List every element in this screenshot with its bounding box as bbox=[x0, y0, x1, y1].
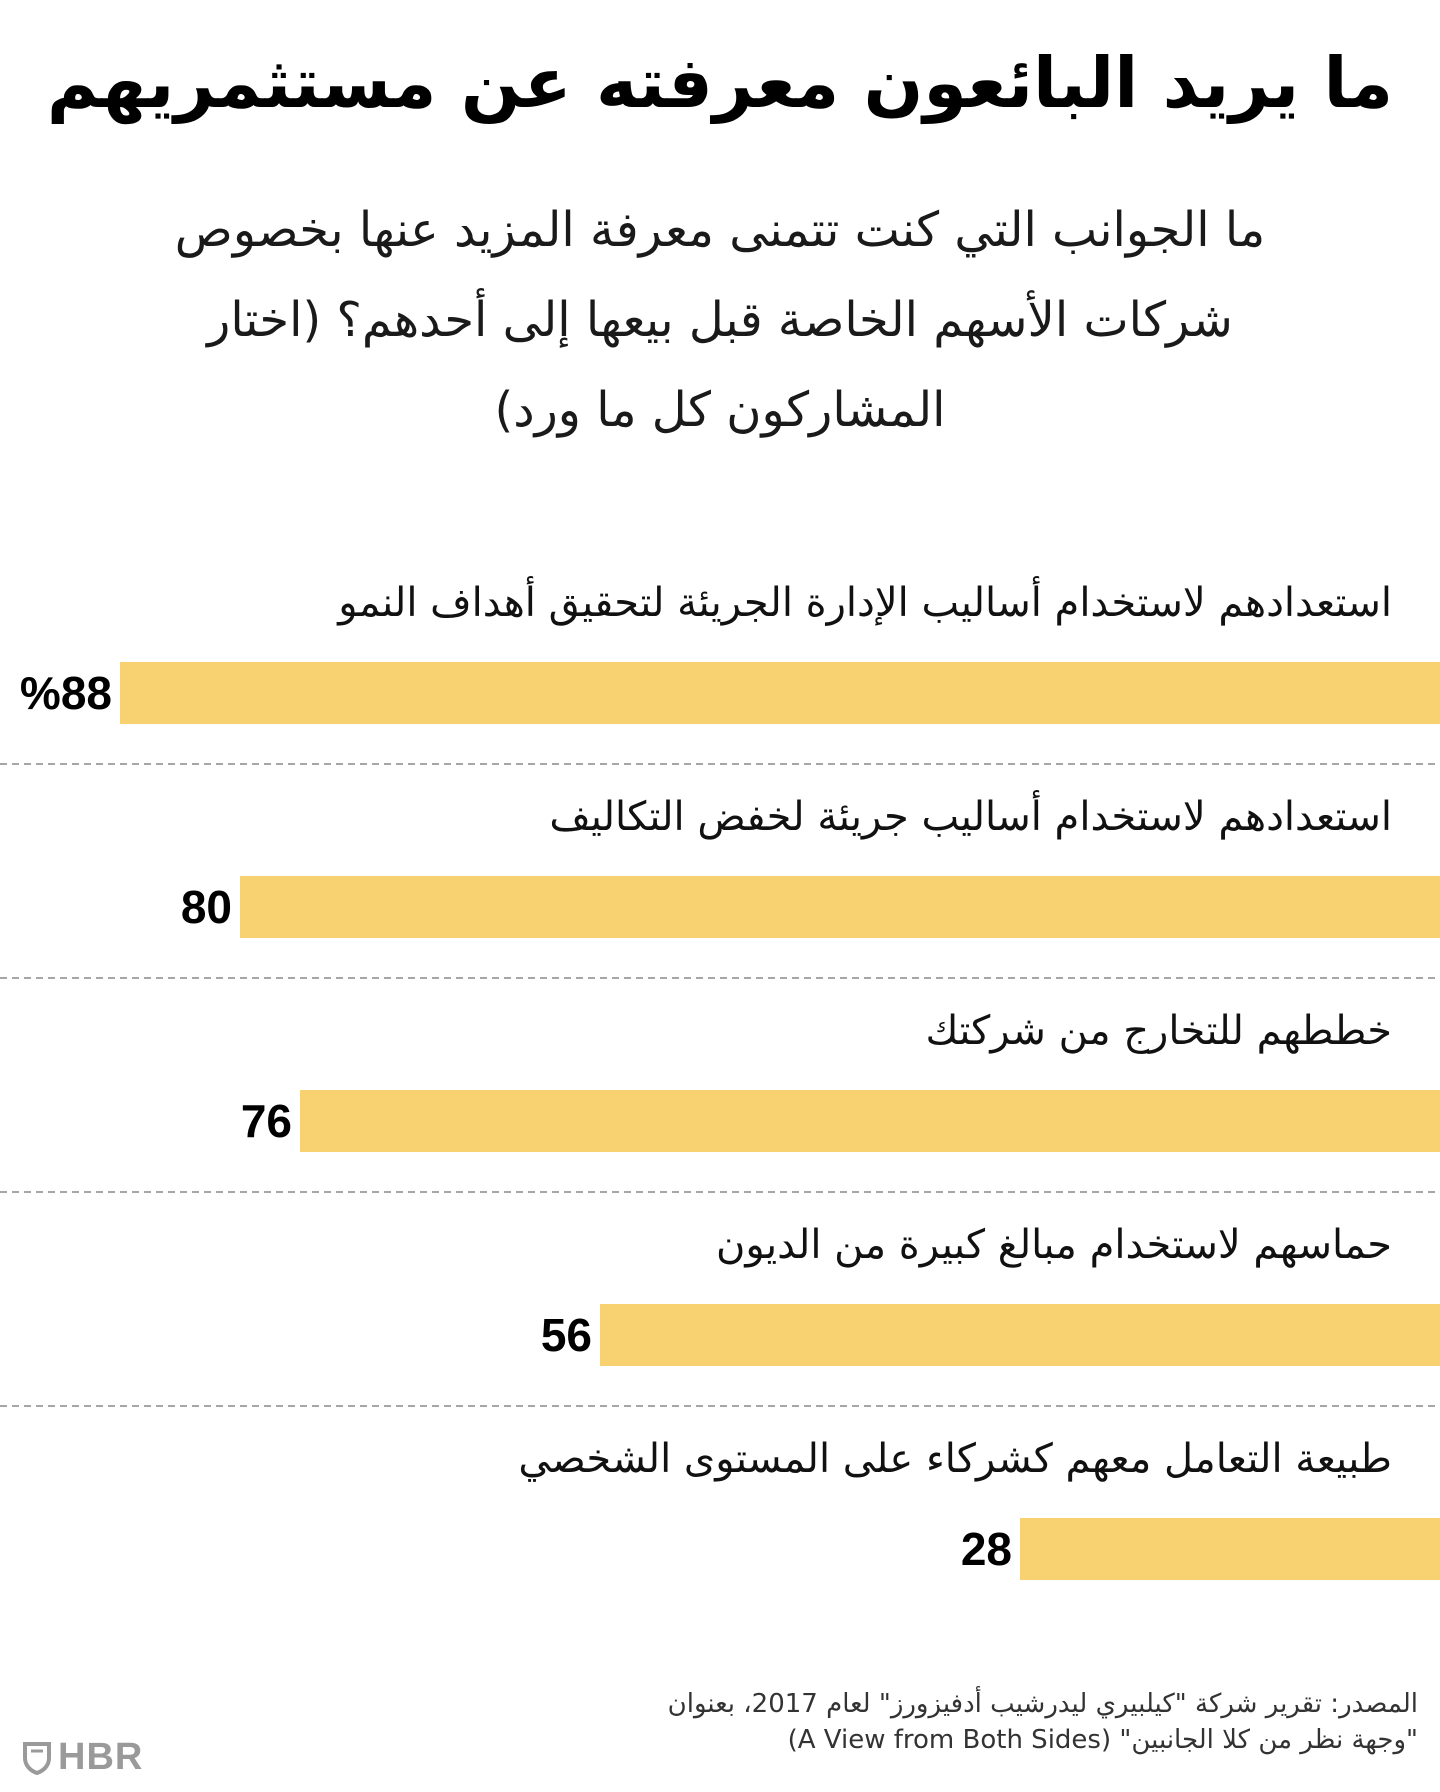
category-label: حماسهم لاستخدام مبالغ كبيرة من الديون bbox=[716, 1222, 1392, 1268]
hbr-logo-text: HBR bbox=[58, 1736, 144, 1778]
bar bbox=[240, 876, 1440, 938]
hbr-shield-icon bbox=[23, 1741, 51, 1775]
bar bbox=[600, 1304, 1440, 1366]
value-label: 56 bbox=[541, 1309, 592, 1361]
bar bbox=[120, 662, 1440, 724]
chart-title: ما يريد البائعون معرفته عن مستثمريهم bbox=[46, 42, 1394, 124]
chart-subtitle: ما الجوانب التي كنت تتمنى معرفة المزيد ع… bbox=[174, 202, 1266, 438]
category-label: استعدادهم لاستخدام أساليب الإدارة الجريئ… bbox=[336, 576, 1392, 626]
value-label: 76 bbox=[241, 1095, 292, 1147]
value-label: 80 bbox=[181, 881, 232, 933]
value-label: %88 bbox=[20, 667, 112, 719]
bar bbox=[1020, 1518, 1440, 1580]
bar-chart: استعدادهم لاستخدام أساليب الإدارة الجريئ… bbox=[0, 576, 1440, 1580]
category-label: استعدادهم لاستخدام أساليب جريئة لخفض الت… bbox=[549, 790, 1392, 840]
source-note: المصدر: تقرير شركة "كيلبيري ليدرشيب أدفي… bbox=[558, 1686, 1418, 1758]
category-label: طبيعة التعامل معهم كشركاء على المستوى ال… bbox=[518, 1436, 1392, 1482]
source-line-1: المصدر: تقرير شركة "كيلبيري ليدرشيب أدفي… bbox=[667, 1689, 1418, 1719]
bar bbox=[300, 1090, 1440, 1152]
source-line-2: "وجهة نظر من كلا الجانبين" (A View from … bbox=[787, 1725, 1418, 1755]
hbr-logo: HBR bbox=[22, 1736, 143, 1779]
category-label: خططهم للتخارج من شركتك bbox=[926, 1008, 1392, 1055]
value-label: 28 bbox=[961, 1523, 1012, 1575]
